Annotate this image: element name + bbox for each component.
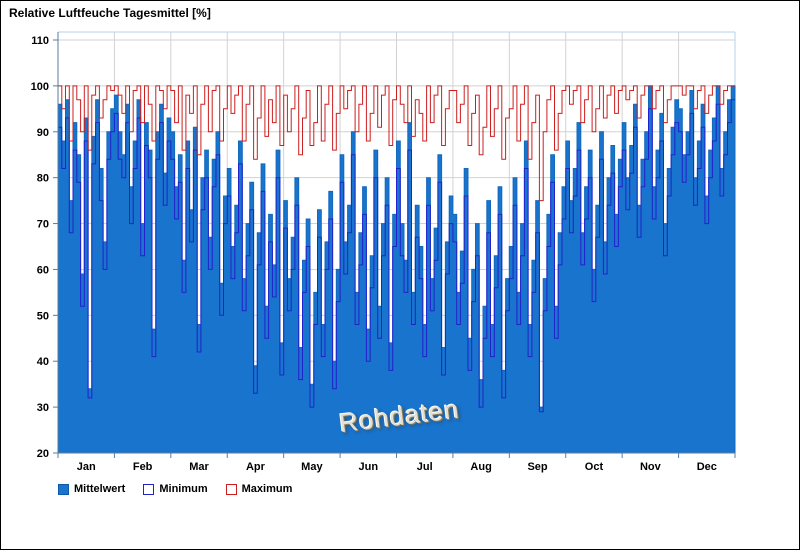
x-month-label: Feb — [133, 461, 153, 473]
y-tick-label: 80 — [37, 173, 49, 185]
legend-item-mittelwert: Mittelwert — [58, 483, 125, 495]
y-tick-label: 30 — [37, 402, 49, 414]
chart-legend: Mittelwert Minimum Maximum — [58, 483, 292, 495]
y-tick-label: 70 — [37, 219, 49, 231]
y-tick-label: 60 — [37, 264, 49, 276]
legend-item-minimum: Minimum — [143, 483, 208, 495]
x-month-label: Aug — [470, 461, 491, 473]
x-month-label: Sep — [527, 461, 547, 473]
mittelwert-swatch-icon — [58, 483, 69, 495]
minimum-line-series — [58, 99, 735, 413]
maximum-line-series — [58, 85, 735, 202]
y-tick-label: 110 — [31, 35, 49, 47]
legend-label-minimum: Minimum — [159, 483, 208, 495]
x-month-label: Jun — [359, 461, 379, 473]
y-tick-label: 50 — [37, 310, 49, 322]
x-month-label: Oct — [585, 461, 604, 473]
x-month-label: Dec — [697, 461, 717, 473]
legend-item-maximum: Maximum — [225, 483, 293, 495]
x-month-label: May — [301, 461, 323, 473]
x-month-label: Jan — [77, 461, 96, 473]
legend-label-mittelwert: Mittelwert — [74, 483, 126, 495]
maximum-swatch-icon — [225, 483, 237, 495]
y-tick-label: 100 — [31, 81, 49, 93]
y-tick-label: 20 — [37, 448, 49, 460]
x-month-label: Mar — [189, 461, 209, 473]
chart-title: Relative Luftfeuche Tagesmittel [%] — [9, 6, 211, 20]
y-tick-label: 40 — [37, 356, 49, 368]
legend-label-maximum: Maximum — [241, 483, 293, 495]
x-month-label: Apr — [246, 461, 266, 473]
minimum-swatch-icon — [143, 483, 155, 495]
x-month-label: Nov — [640, 461, 662, 473]
x-month-label: Jul — [417, 461, 433, 473]
y-tick-label: 90 — [37, 127, 49, 139]
